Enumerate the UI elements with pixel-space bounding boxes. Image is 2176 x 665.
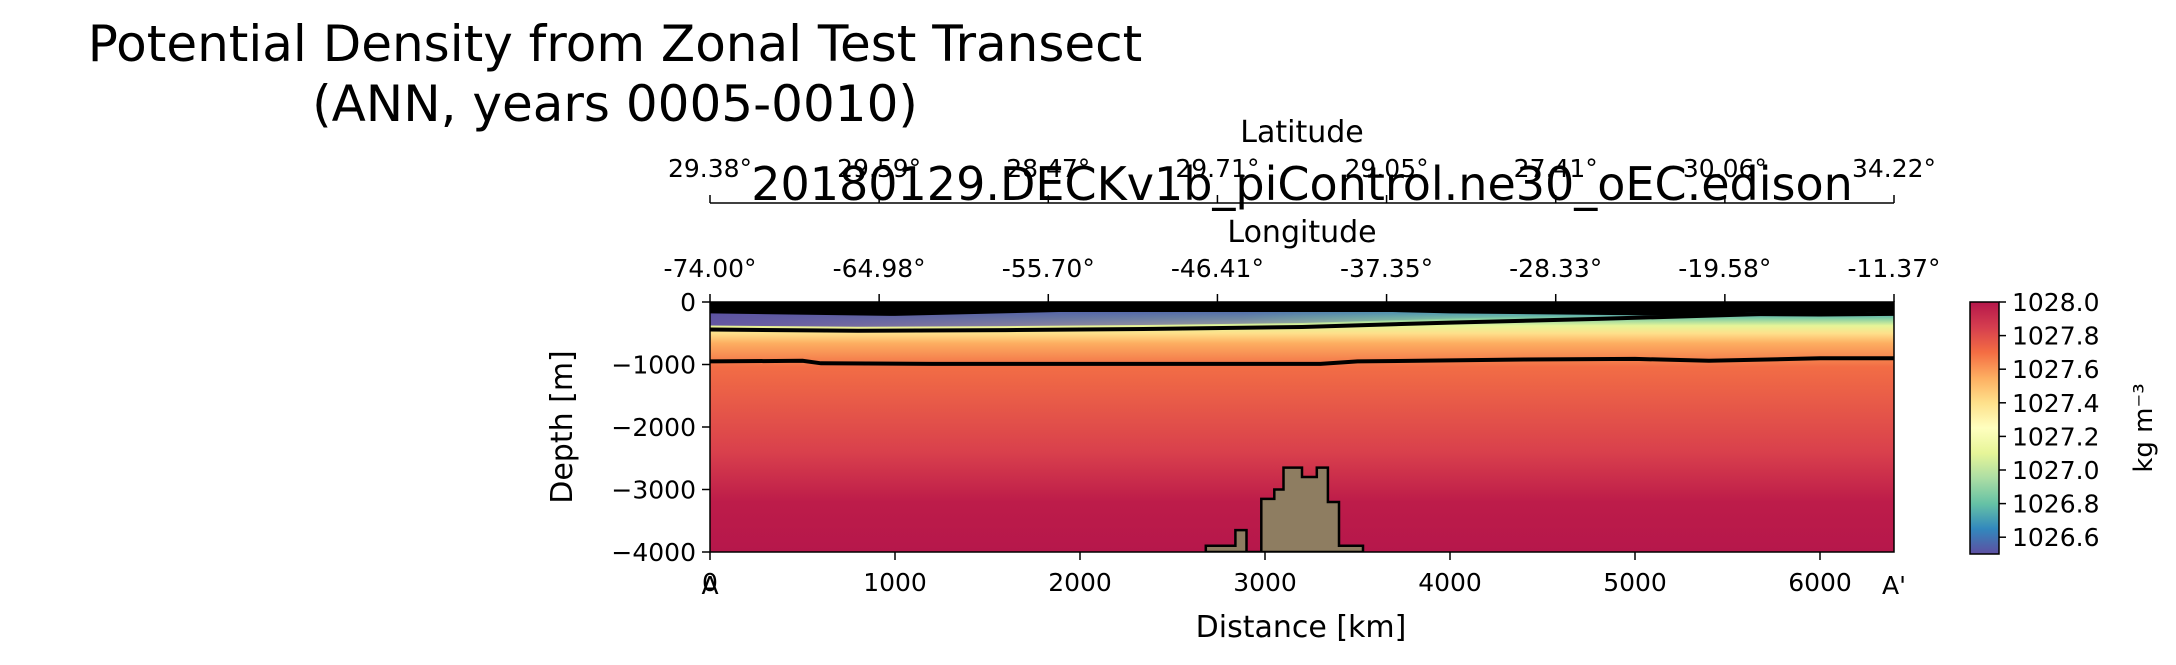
y-tick-label: 0 [680,288,696,317]
y-tick-label: −4000 [611,538,696,567]
chart-subtitle: (ANN, years 0005-0010) [312,75,918,133]
latitude-axis-label: Latitude [1240,115,1363,150]
longitude-tick-label: -55.70° [1002,254,1095,283]
longitude-tick-label: -37.35° [1340,254,1433,283]
x-tick-label: 2000 [1048,568,1112,597]
longitude-tick-label: -46.41° [1171,254,1264,283]
y-tick-label: −3000 [611,476,696,505]
latitude-tick-label: 29.71° [1175,154,1259,183]
longitude-tick-label: -19.58° [1678,254,1771,283]
longitude-tick-label: -74.00° [663,254,756,283]
colorbar-tick-label: 1027.2 [2012,422,2099,451]
endpoint-start-label: A [701,571,718,600]
latitude-tick-label: 29.05° [1345,154,1429,183]
run-name-label: 20180129.DECKv1b_piControl.ne30_oEC.edis… [751,157,1853,211]
latitude-tick-label: 34.22° [1852,154,1936,183]
longitude-tick-label: -28.33° [1509,254,1602,283]
colorbar-tick-label: 1028.0 [2012,288,2099,317]
x-tick-label: 4000 [1418,568,1482,597]
x-tick-label: 0 [702,568,718,597]
colorbar-tick-label: 1027.6 [2012,355,2099,384]
x-tick-label: 6000 [1788,568,1852,597]
colorbar [1969,301,2000,555]
colorbar-unit-label: kg m⁻³ [2129,383,2159,472]
x-tick-label: 3000 [1233,568,1297,597]
colorbar-tick-label: 1027.4 [2012,389,2099,418]
latitude-tick-label: 28.47° [1006,154,1090,183]
x-tick-label: 1000 [863,568,927,597]
contour-line-middle [710,307,1894,333]
x-axis-label: Distance [km] [1196,610,1407,645]
bathymetry [1204,466,1365,552]
y-tick-label: −1000 [611,351,696,380]
latitude-tick-label: 29.38° [668,154,752,183]
latitude-tick-label: 30.06° [1683,154,1767,183]
x-tick-label: 5000 [1603,568,1667,597]
latitude-tick-label: 27.41° [1514,154,1598,183]
y-tick-label: −2000 [611,413,696,442]
chart-title-block: Potential Density from Zonal Test Transe… [0,14,1230,134]
longitude-tick-label: -64.98° [833,254,926,283]
endpoint-end-label: A' [1882,571,1906,600]
colorbar-tick-label: 1027.8 [2012,322,2099,351]
colorbar-tick-label: 1026.6 [2012,523,2099,552]
longitude-axis-label: Longitude [1227,215,1376,250]
contour-line-lower [710,356,1894,366]
colorbar-tick-label: 1027.0 [2012,456,2099,485]
y-axis-label: Depth [m] [545,350,580,504]
longitude-tick-label: -11.37° [1847,254,1940,283]
chart-title: Potential Density from Zonal Test Transe… [87,15,1143,73]
latitude-tick-label: 29.59° [837,154,921,183]
colorbar-tick-label: 1026.8 [2012,490,2099,519]
